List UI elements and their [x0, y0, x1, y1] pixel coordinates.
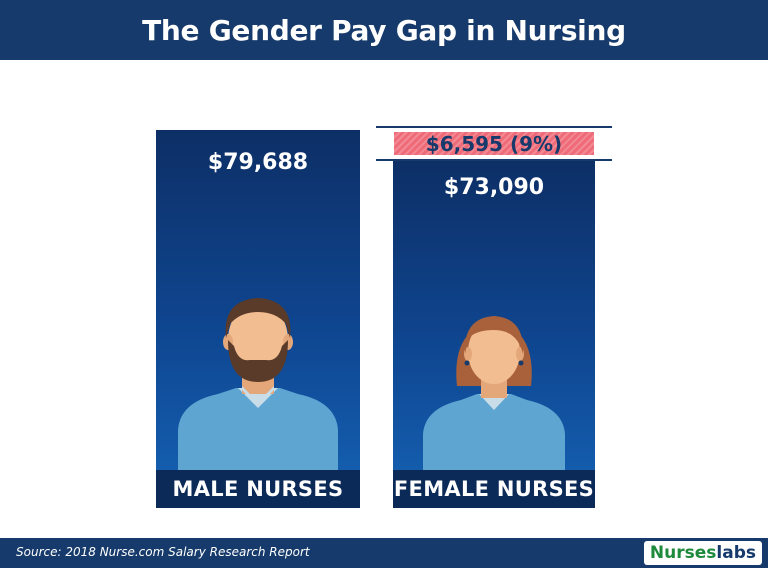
female-nurse-icon	[423, 316, 565, 470]
footer-banner: Source: 2018 Nurse.com Salary Research R…	[0, 538, 768, 568]
category-label-male: MALE NURSES	[156, 470, 360, 508]
nurseslabs-logo: Nurses labs	[643, 541, 762, 565]
category-label-female: FEMALE NURSES	[393, 470, 595, 508]
male-nurse-icon	[178, 298, 338, 470]
chart-title: The Gender Pay Gap in Nursing	[142, 13, 626, 47]
gap-top-line	[376, 126, 612, 128]
logo-part-1: Nurses	[649, 543, 717, 563]
logo-part-2: labs	[716, 543, 756, 563]
bar-female-nurses: $73,090 FEMALE NURSES	[393, 161, 595, 508]
bar-male-nurses: $79,688 MALE NURSES	[156, 130, 360, 508]
header-banner: The Gender Pay Gap in Nursing	[0, 0, 768, 60]
gap-bottom-line	[376, 159, 612, 161]
source-note: Source: 2018 Nurse.com Salary Research R…	[16, 545, 310, 559]
gap-label: $6,595 (9%)	[425, 131, 563, 156]
gap-highlight: $6,595 (9%)	[394, 131, 594, 156]
data-label-male: $79,688	[207, 150, 309, 175]
data-label-female: $73,090	[443, 175, 545, 200]
